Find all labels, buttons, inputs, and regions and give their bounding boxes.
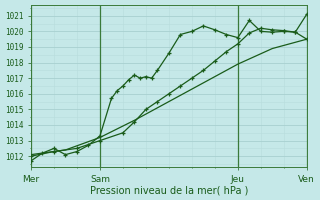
X-axis label: Pression niveau de la mer( hPa ): Pression niveau de la mer( hPa ) [90, 185, 248, 195]
